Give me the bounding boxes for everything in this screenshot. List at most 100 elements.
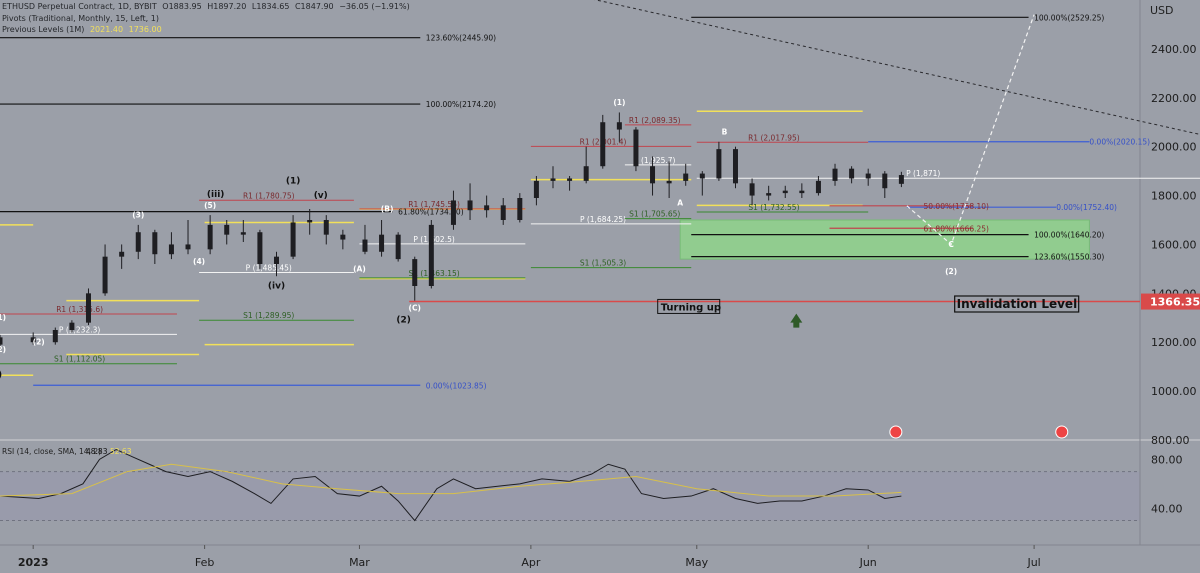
ohlc-high: H1897.20: [207, 2, 247, 11]
trendline: [594, 0, 1200, 135]
candle-body: [815, 180, 821, 194]
candle-body: [683, 173, 689, 181]
candle-body: [799, 190, 805, 194]
candle-body: [379, 234, 385, 252]
candle-body: [567, 178, 573, 181]
candle-body: [323, 220, 329, 235]
rsi-value: 48.83: [86, 447, 108, 456]
candle-body: [135, 232, 141, 252]
price-tick-label: 1000.00: [1151, 385, 1197, 398]
candle-body: [207, 224, 213, 250]
wave-label: (2): [396, 316, 411, 326]
pivot-label: P (1,485.45): [246, 263, 292, 272]
previous-levels-legend[interactable]: Previous Levels (1M) 2021.40 1736.00: [2, 25, 165, 34]
candle-body: [882, 173, 888, 189]
candle-body: [185, 244, 191, 250]
rsi-ma-line: [0, 463, 902, 497]
pivot-label: R1 (2,017.95): [748, 133, 800, 142]
wave-label: (1): [0, 313, 6, 322]
time-label: Mar: [349, 556, 370, 569]
candle-body: [533, 180, 539, 198]
price-tick-label: 2400.00: [1151, 43, 1197, 56]
candle-body: [500, 205, 506, 220]
wave-label: (1): [286, 176, 301, 186]
fib-level-label: 123.60%(2445.90): [426, 34, 496, 43]
turning-up-box: [657, 298, 721, 314]
candle-body: [666, 180, 672, 184]
price-tick-label: 2200.00: [1151, 92, 1197, 105]
rsi-ma-value: 52.63: [110, 447, 132, 456]
time-label: Jul: [1026, 556, 1040, 569]
wave-label: (3): [132, 211, 144, 220]
ohlc-close: C1847.90: [294, 2, 334, 11]
candle-body: [650, 166, 656, 184]
pivot-label: R1 (2,089.35): [629, 116, 681, 125]
pivots-legend[interactable]: Pivots (Traditional, Monthly, 15, Left, …: [2, 14, 159, 23]
candle-body: [616, 122, 622, 130]
rsi-tick-label: 80.00: [1151, 453, 1183, 466]
wave-label: (1): [613, 98, 625, 107]
candle-body: [152, 232, 158, 255]
candle-body: [307, 220, 313, 223]
previous-levels-label: Previous Levels (1M): [2, 25, 85, 34]
wave-label: (2): [0, 345, 6, 354]
ohlc-open: O1883.95: [162, 2, 202, 11]
time-label: Apr: [521, 556, 541, 569]
invalidation-box: [954, 295, 1080, 313]
wave-label: (2): [33, 338, 45, 347]
pivot-label: S1 (1,732.55): [748, 203, 799, 212]
candle-body: [30, 337, 36, 343]
time-label: May: [685, 556, 708, 569]
time-label: 2023: [18, 556, 49, 569]
pivot-label: S1 (1,705.65): [629, 210, 680, 219]
target-zone-box: [679, 219, 1090, 260]
candle-body: [85, 293, 91, 323]
pivot-label: P (1,925.7): [634, 156, 675, 165]
wave-label: A: [677, 198, 683, 207]
candle-body: [0, 337, 3, 345]
pivot-label: P (1,684.25): [580, 215, 626, 224]
price-tick-label: 1600.00: [1151, 238, 1197, 251]
current-level-tag: [1141, 293, 1200, 310]
candle-body: [224, 224, 230, 235]
wave-label: C: [948, 240, 954, 249]
candle-body: [450, 200, 456, 225]
fib-level-label: 61.80%(1666.25): [924, 224, 990, 233]
symbol-title: ETHUSD Perpetual Contract, 1D, BYBIT: [2, 2, 157, 11]
candle-body: [240, 232, 246, 235]
wave-label: (4): [193, 257, 205, 266]
candle-body: [362, 239, 368, 252]
candle-body: [257, 232, 263, 264]
us-flag-icon: [889, 425, 903, 439]
fib-level-label: 100.00%(2529.25): [1034, 13, 1104, 22]
us-flag-icon: [1055, 425, 1069, 439]
candle-body: [716, 149, 722, 179]
wave-label: (B): [381, 204, 394, 213]
candle-body: [633, 129, 639, 167]
wave-label: B: [722, 127, 728, 136]
candle-body: [428, 224, 434, 286]
candle-body: [550, 178, 556, 181]
candle-body: [849, 168, 855, 179]
rsi-title: RSI (14, close, SMA, 14, 2): [2, 447, 101, 456]
pivot-label: P (1,232.3): [59, 325, 100, 334]
time-label: Jun: [859, 556, 877, 569]
candle-body: [517, 198, 523, 220]
rsi-band: [0, 471, 1140, 521]
candle-body: [119, 251, 125, 257]
price-axis-currency: USD: [1150, 4, 1174, 17]
price-tick-label: 800.00: [1151, 434, 1190, 447]
candle-body: [699, 173, 705, 179]
candle-body: [395, 234, 401, 260]
pivot-label: R1 (1,315.6): [56, 305, 103, 314]
pivot-label: S1 (1,463.15): [409, 269, 460, 278]
candle-body: [168, 244, 174, 255]
wave-label: (iv): [268, 281, 285, 291]
arrow-up-icon: [790, 313, 803, 328]
candle-body: [732, 149, 738, 184]
wave-label: (2): [945, 267, 957, 276]
fib-level-label: 100.00%(1640.20): [1034, 231, 1104, 240]
candle-body: [412, 259, 418, 286]
fib-level-label: 61.80%(1734.40): [398, 208, 464, 217]
